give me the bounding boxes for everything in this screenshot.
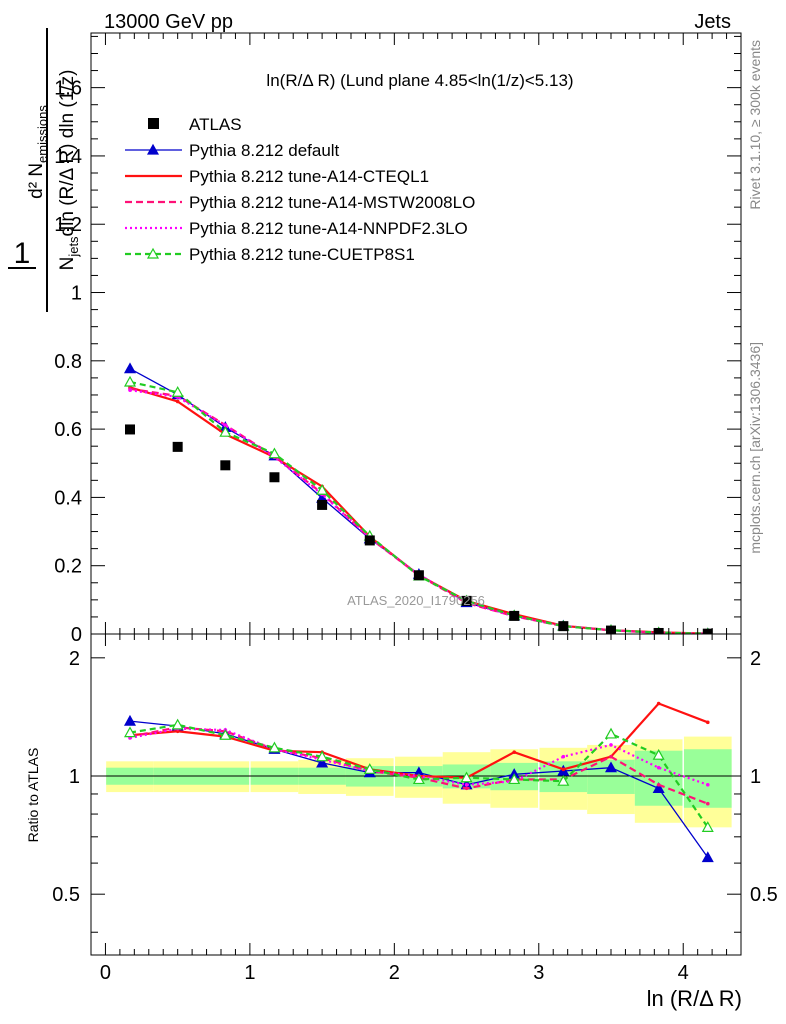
y-tick-label: 1.6 [54, 78, 82, 100]
data-point [701, 851, 714, 863]
analysis-watermark: ATLAS_2020_I1790256 [347, 593, 485, 608]
data-point [609, 754, 613, 759]
y-tick-label: 0.4 [54, 487, 82, 509]
data-point [464, 786, 469, 791]
x-tick-label: 3 [533, 962, 544, 984]
y-tick-label: 1 [71, 283, 82, 305]
data-point [123, 362, 137, 374]
ratio-tick-label-right: 0.5 [750, 884, 778, 906]
legend-marker [146, 247, 160, 259]
atlas-data-point [125, 424, 135, 435]
header-process: Jets [694, 11, 731, 33]
data-point [412, 773, 425, 785]
data-point [175, 399, 180, 404]
data-point [604, 761, 618, 773]
legend-marker [148, 118, 159, 129]
data-point [464, 782, 469, 787]
y-tick-label: 0 [71, 624, 82, 646]
y-axis-title: 1 d² Nemissions Njetsdln (R/Δ R) dln (1/… [8, 28, 81, 312]
data-point [705, 801, 710, 806]
x-axis-title: ln (R/Δ R) [647, 986, 742, 1011]
atlas-data-point [509, 610, 520, 621]
x-tick-label: 0 [100, 962, 111, 984]
atlas-data-point [461, 595, 472, 606]
mcplots-label: mcplots.cern.ch [arXiv:1306.3436] [747, 342, 763, 554]
data-point [363, 763, 376, 774]
atlas-data-point [269, 472, 280, 483]
data-point [171, 385, 184, 397]
atlas-data-point [317, 499, 328, 510]
data-point [123, 714, 137, 726]
data-point [701, 821, 714, 832]
ratio-tick-label: 1 [69, 766, 80, 788]
ratio-tick-label: 0.5 [52, 884, 80, 906]
ratio-tick-label-right: 1 [750, 766, 761, 788]
data-point [557, 774, 570, 786]
data-point [175, 729, 180, 734]
atlas-data-point [558, 621, 569, 632]
data-point [219, 729, 232, 740]
legend: ATLAS Pythia 8.212 default Pythia 8.212 tu… [125, 115, 475, 264]
data-point [508, 773, 521, 785]
legend-label: ATLAS [189, 115, 242, 134]
data-point [609, 743, 613, 747]
atlas-data-point [702, 628, 713, 634]
atlas-data-point [653, 627, 664, 634]
y-tick-label: 1.2 [54, 214, 82, 236]
data-point [656, 701, 661, 706]
atlas-data-point [220, 460, 231, 471]
ratio-tick-label: 2 [69, 648, 80, 670]
atlas-data-point [413, 570, 424, 581]
data-point [316, 750, 329, 762]
plot-title: ln(R/Δ R) (Lund plane 4.85<ln(1/z)<5.13) [266, 71, 573, 90]
legend-marker [146, 143, 160, 155]
y-tick-label: 0.6 [54, 419, 82, 441]
data-point [656, 765, 661, 770]
atlas-data-point [364, 535, 375, 546]
legend-label: Pythia 8.212 default [189, 141, 340, 160]
data-point [656, 782, 661, 787]
legend-label: Pythia 8.212 tune-A14-CTEQL1 [189, 167, 429, 186]
data-point [705, 720, 710, 725]
data-point [512, 750, 517, 754]
x-tick-label: 2 [389, 962, 400, 984]
svg-text:1: 1 [14, 237, 31, 270]
data-point [316, 756, 329, 768]
data-point [223, 423, 228, 428]
x-tick-label: 4 [678, 962, 689, 984]
y-tick-label: 0.2 [54, 556, 82, 578]
svg-text:Njetsdln (R/Δ R) dln (1/z): Njetsdln (R/Δ R) dln (1/z) [57, 70, 81, 271]
data-point [652, 782, 665, 793]
header-energy: 13000 GeV pp [104, 11, 233, 33]
legend-label: Pythia 8.212 tune-A14-MSTW2008LO [189, 193, 475, 212]
y-tick-label: 0.8 [54, 351, 82, 373]
data-point [652, 748, 665, 760]
data-point [268, 447, 281, 459]
data-point [561, 767, 566, 772]
data-point [705, 782, 710, 787]
atlas-data-point [172, 441, 183, 452]
y-tick-label: 1.4 [54, 146, 82, 168]
rivet-version-label: Rivet 3.1.10, ≥ 300k events [747, 40, 763, 210]
x-tick-label: 1 [244, 962, 255, 984]
ratio-frame [90, 633, 742, 956]
axis-ticks: 0 1 2 3 4 0 0.2 0.4 0.6 0.8 1 1.2 1.4 1.6 0.5 0.5 1 1 2 2 [52, 33, 778, 984]
data-point [561, 754, 566, 759]
data-point [123, 726, 137, 738]
legend-label: Pythia 8.212 tune-CUETP8S1 [189, 245, 415, 264]
data-point [316, 484, 329, 495]
data-point [128, 388, 132, 392]
stat-uncertainty-band [683, 749, 732, 808]
data-point [123, 375, 137, 387]
ratio-tick-label-right: 2 [750, 648, 761, 670]
ratio-panel-series [123, 701, 714, 863]
data-point [604, 727, 618, 739]
data-point [460, 771, 473, 783]
data-point [219, 425, 232, 437]
data-point [268, 741, 281, 753]
ratio-axis-title: Ratio to ATLAS [25, 748, 41, 843]
data-point [171, 718, 184, 730]
legend-label: Pythia 8.212 tune-A14-NNPDF2.3LO [189, 219, 468, 238]
